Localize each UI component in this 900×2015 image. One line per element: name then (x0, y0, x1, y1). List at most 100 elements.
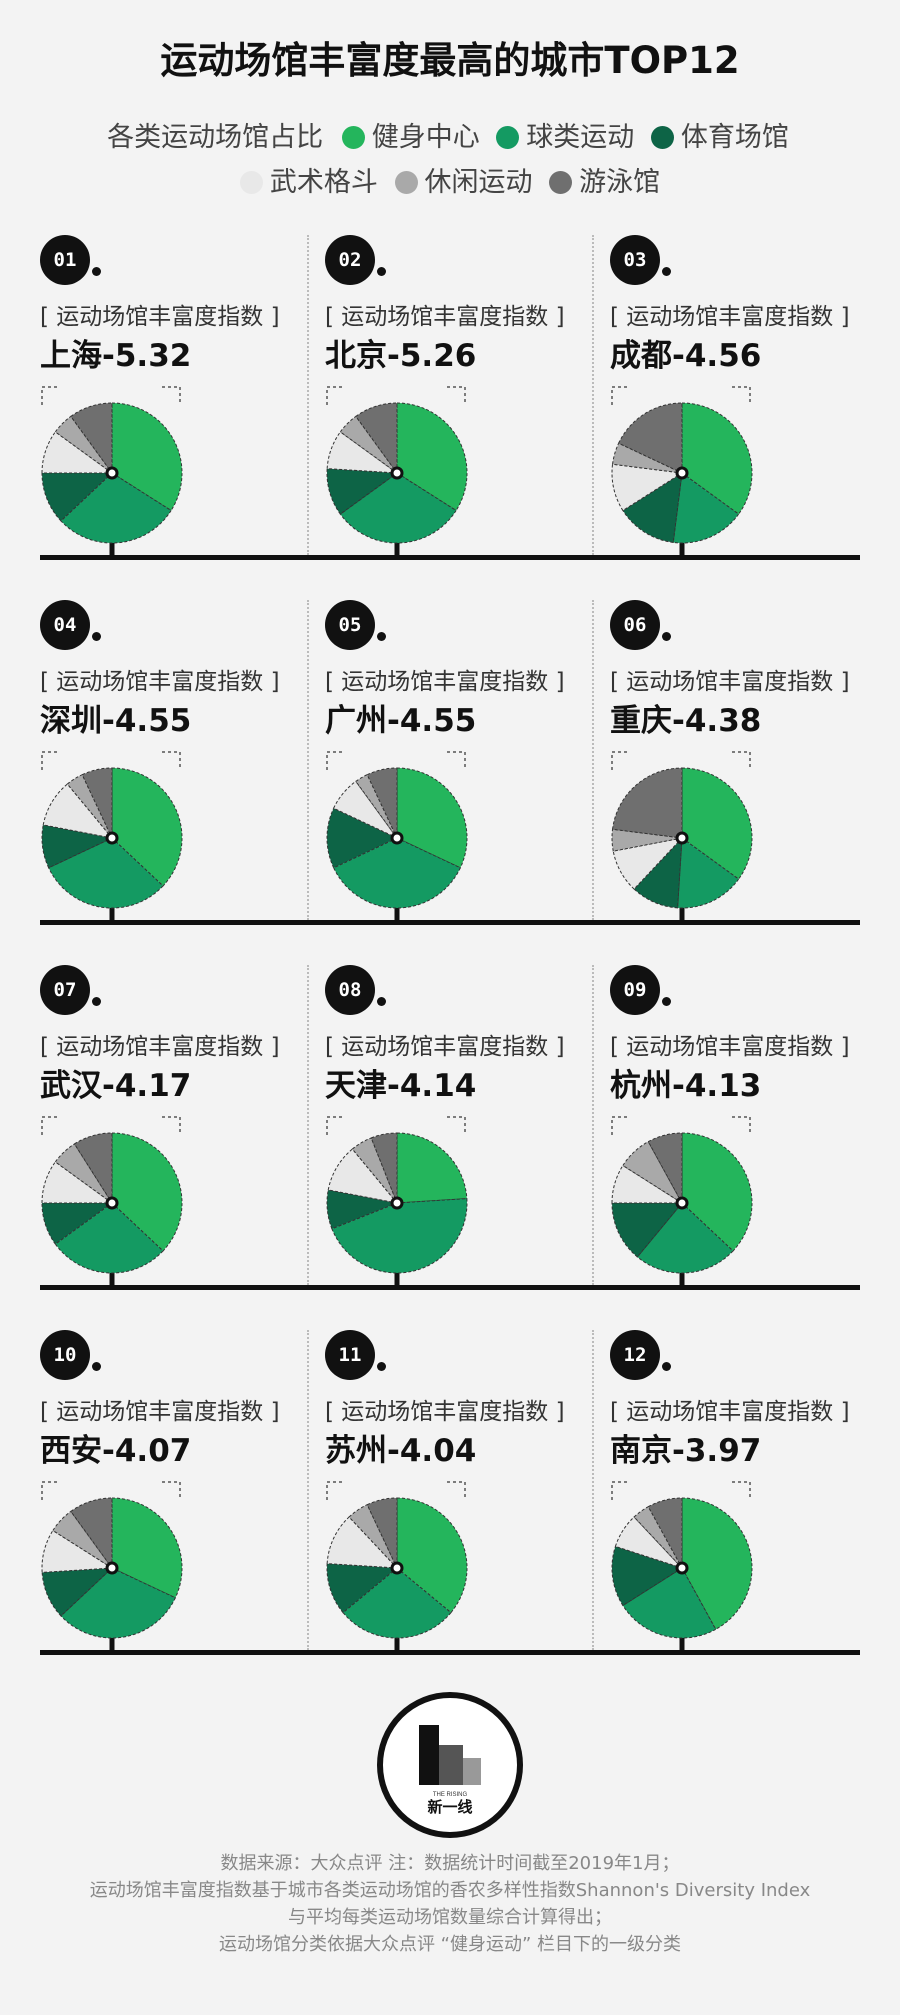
city-cell: 05 [ 运动场馆丰富度指数 ] 广州-4.55 (325, 600, 610, 940)
city-cell: 10 [ 运动场馆丰富度指数 ] 西安-4.07 (40, 1330, 325, 1670)
rank-badge: 01 (40, 235, 90, 285)
rank-dot (662, 997, 671, 1006)
pie-slice-游泳馆 (647, 1132, 683, 1204)
pie-slice-游泳馆 (355, 402, 398, 475)
pie-slice-体育场馆 (326, 468, 399, 515)
pie-slice-体育场馆 (326, 1563, 399, 1614)
pie-slice-武术格斗 (326, 431, 399, 474)
rank-dot (92, 997, 101, 1006)
index-label: [ 运动场馆丰富度指数 ] (610, 1034, 850, 1060)
rank-dot (377, 632, 386, 641)
pie-slice-球类运动 (60, 1567, 177, 1639)
pie-slice-休闲运动 (622, 1140, 683, 1204)
legend-swatch (341, 126, 365, 149)
index-label: [ 运动场馆丰富度指数 ] (610, 1399, 850, 1425)
corner-bracket (41, 1116, 181, 1135)
index-label: [ 运动场馆丰富度指数 ] (325, 304, 565, 330)
rank-dot (377, 997, 386, 1006)
pie-slice-健身中心 (681, 402, 753, 515)
pie-slice-体育场馆 (611, 1545, 684, 1607)
pie-slice-休闲运动 (54, 1143, 113, 1204)
pie-slice-休闲运动 (351, 1137, 398, 1204)
pie-center (675, 831, 689, 845)
row-baseline (40, 920, 860, 925)
city-cell: 09 [ 运动场馆丰富度指数 ] 杭州-4.13 (610, 965, 895, 1305)
pie-slice-体育场馆 (622, 472, 683, 544)
legend-item-martial: 武术格斗 (239, 160, 378, 199)
index-label: [ 运动场馆丰富度指数 ] (325, 669, 565, 695)
legend-item-fitness: 健身中心 (341, 115, 480, 154)
index-label: [ 运动场馆丰富度指数 ] (40, 669, 280, 695)
pie-slice-球类运动 (54, 1202, 164, 1274)
pie-slice-游泳馆 (366, 1497, 398, 1569)
index-label: [ 运动场馆丰富度指数 ] (610, 669, 850, 695)
pie-slice-球类运动 (331, 1198, 468, 1274)
rank-dot (92, 632, 101, 641)
legend-item-leisure: 休闲运动 (394, 160, 533, 199)
logo-mark: THE RISING 新一线 (377, 1692, 523, 1838)
corner-bracket (41, 386, 181, 405)
city-index-value: 广州-4.55 (325, 703, 477, 739)
chart-grid: 01 [ 运动场馆丰富度指数 ] 上海-5.32 02 [ 运动场馆丰富度指数 ] 北京-… (40, 235, 895, 1670)
legend-item-swimming: 游泳馆 (549, 160, 660, 199)
corner-bracket (41, 751, 181, 770)
pie-chart (41, 751, 183, 925)
column-divider (307, 235, 309, 555)
pie-slice-球类运动 (672, 472, 740, 544)
city-index-value: 西安-4.07 (40, 1433, 192, 1469)
pie-slice-健身中心 (681, 1497, 753, 1631)
pie-center (390, 831, 404, 845)
city-index-value: 杭州-4.13 (610, 1068, 762, 1104)
pie-slice-体育场馆 (326, 807, 399, 869)
legend-swatch (549, 171, 573, 194)
legend-swatch (239, 171, 263, 194)
pie-chart (326, 1481, 468, 1655)
pie-center (390, 1561, 404, 1575)
logo-text: 新一线 (427, 1798, 472, 1816)
pie-center (675, 1561, 689, 1575)
legend-row-1: 各类运动场馆占比 健身中心 球类运动 体育场馆 (0, 115, 900, 154)
corner-bracket (611, 751, 751, 770)
city-index-value: 北京-5.26 (325, 338, 477, 374)
footer-line: 数据来源：大众点评 注：数据统计时间截至2019年1月； (220, 1853, 680, 1874)
pie-slice-武术格斗 (327, 1148, 399, 1204)
pie-chart (41, 386, 183, 560)
footer-notes: 数据来源：大众点评 注：数据统计时间截至2019年1月； 运动场馆丰富度指数基于… (0, 1850, 900, 1958)
pie-slice-休闲运动 (52, 1510, 113, 1569)
city-index-value: 天津-4.14 (325, 1068, 477, 1104)
legend-swatch (496, 126, 520, 149)
legend-swatch (394, 171, 418, 194)
logo-subtext: THE RISING (433, 1792, 468, 1798)
city-cell: 08 [ 运动场馆丰富度指数 ] 天津-4.14 (325, 965, 610, 1305)
pie-center (390, 466, 404, 480)
city-index-value: 南京-3.97 (610, 1433, 762, 1469)
legend-row-2: 武术格斗 休闲运动 游泳馆 (0, 160, 900, 199)
pie-chart (41, 1116, 183, 1290)
pie-slice-球类运动 (332, 837, 462, 909)
column-divider (592, 1330, 594, 1650)
index-label: [ 运动场馆丰富度指数 ] (610, 304, 850, 330)
pie-slice-休闲运动 (611, 442, 683, 474)
corner-bracket (326, 386, 466, 405)
city-cell: 01 [ 运动场馆丰富度指数 ] 上海-5.32 (40, 235, 325, 575)
index-label: [ 运动场馆丰富度指数 ] (40, 304, 280, 330)
corner-bracket (611, 1481, 751, 1500)
city-index-value: 上海-5.32 (40, 338, 192, 374)
index-label: [ 运动场馆丰富度指数 ] (40, 1034, 280, 1060)
corner-bracket (326, 1116, 466, 1135)
corner-bracket (326, 1481, 466, 1500)
rank-badge: 12 (610, 1330, 660, 1380)
rank-badge: 03 (610, 235, 660, 285)
pie-center (105, 1561, 119, 1575)
pie-slice-游泳馆 (611, 767, 683, 839)
pie-slice-武术格斗 (41, 1161, 114, 1204)
city-cell: 02 [ 运动场馆丰富度指数 ] 北京-5.26 (325, 235, 610, 575)
rank-badge: 06 (610, 600, 660, 650)
pie-center (390, 1196, 404, 1210)
column-divider (307, 965, 309, 1285)
pie-chart (611, 386, 753, 560)
legend-item-stadium: 体育场馆 (650, 115, 789, 154)
pie-center (675, 466, 689, 480)
pie-slice-武术格斗 (611, 463, 684, 512)
city-cell: 11 [ 运动场馆丰富度指数 ] 苏州-4.04 (325, 1330, 610, 1670)
